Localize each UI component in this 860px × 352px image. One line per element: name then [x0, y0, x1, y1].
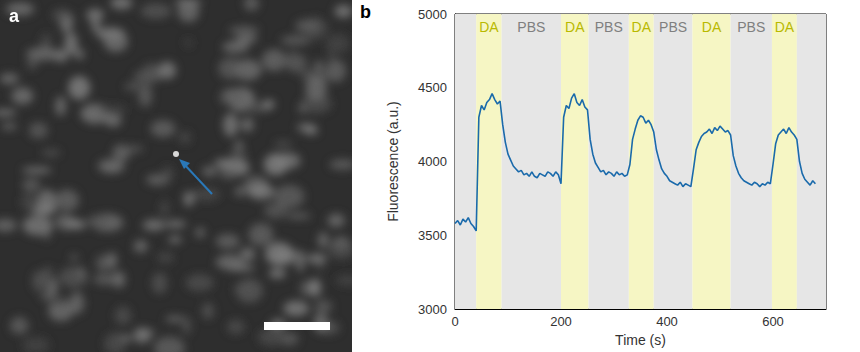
- svg-text:400: 400: [656, 314, 678, 329]
- svg-text:PBS: PBS: [595, 19, 623, 35]
- svg-text:a: a: [9, 6, 20, 26]
- html-text:b: b: [360, 2, 371, 22]
- svg-text:5000: 5000: [418, 7, 447, 22]
- svg-text:PBS: PBS: [659, 19, 687, 35]
- svg-text:200: 200: [550, 314, 572, 329]
- svg-text:600: 600: [762, 314, 784, 329]
- svg-text:DA: DA: [775, 19, 795, 35]
- svg-text:0: 0: [451, 314, 458, 329]
- svg-text:DA: DA: [479, 19, 499, 35]
- svg-text:3000: 3000: [418, 302, 447, 317]
- svg-text:PBS: PBS: [517, 19, 545, 35]
- svg-text:PBS: PBS: [737, 19, 765, 35]
- svg-text:4500: 4500: [418, 80, 447, 95]
- svg-text:DA: DA: [565, 19, 585, 35]
- svg-text:DA: DA: [702, 19, 722, 35]
- svg-text:Time (s): Time (s): [615, 332, 666, 348]
- svg-text:Fluorescence (a.u.): Fluorescence (a.u.): [385, 101, 401, 222]
- svg-text:DA: DA: [632, 19, 652, 35]
- svg-text:4000: 4000: [418, 154, 447, 169]
- svg-text:3500: 3500: [418, 228, 447, 243]
